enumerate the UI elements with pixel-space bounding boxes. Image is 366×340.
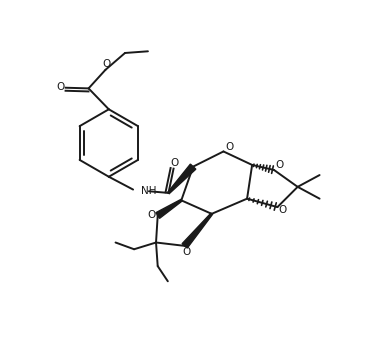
Polygon shape — [156, 200, 182, 218]
Text: O: O — [275, 160, 284, 170]
Text: O: O — [170, 158, 178, 168]
Text: O: O — [102, 59, 111, 69]
Text: O: O — [182, 247, 190, 257]
Text: O: O — [279, 205, 287, 215]
Text: O: O — [225, 142, 234, 152]
Polygon shape — [168, 164, 196, 193]
Text: O: O — [57, 82, 65, 92]
Polygon shape — [182, 213, 212, 248]
Text: NH: NH — [141, 186, 156, 196]
Text: O: O — [147, 210, 156, 220]
